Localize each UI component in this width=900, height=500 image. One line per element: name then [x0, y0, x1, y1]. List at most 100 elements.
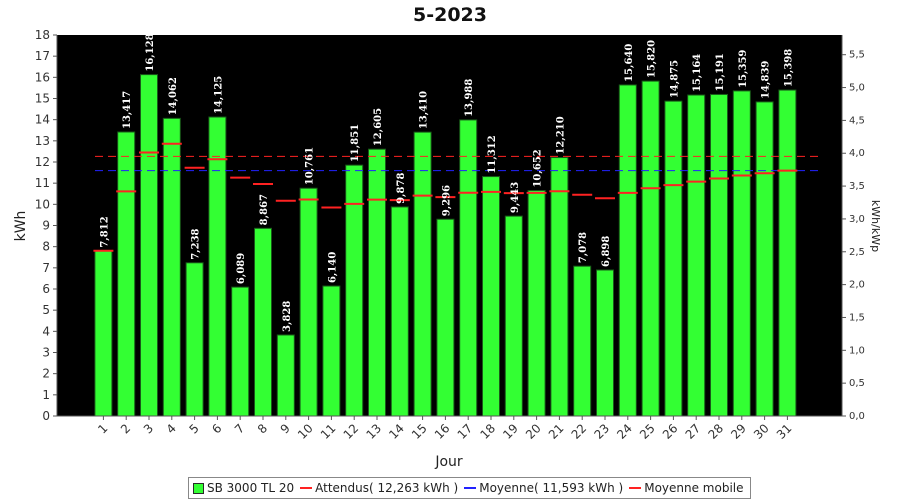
data-label: 13,988	[464, 79, 475, 117]
data-label: 10,652	[533, 149, 544, 187]
bar	[299, 187, 318, 417]
legend-label: SB 3000 TL 20	[207, 481, 295, 495]
bar	[550, 157, 569, 417]
y-tick-label: 1	[42, 388, 50, 402]
bar	[459, 119, 478, 417]
y-tick-label: 16	[35, 70, 50, 84]
data-label: 11,851	[350, 124, 361, 162]
x-tick-label: 17	[455, 421, 476, 442]
x-tick-label: 12	[341, 421, 362, 442]
bar	[710, 93, 728, 417]
y2-tick-label: 2,0	[849, 280, 865, 291]
data-label: 7,812	[99, 216, 110, 247]
x-axis-label: Jour	[434, 454, 463, 470]
data-label: 9,878	[396, 173, 407, 204]
x-tick-label: 6	[209, 421, 224, 436]
x-tick-label: 13	[363, 421, 384, 442]
data-label: 13,417	[122, 91, 133, 129]
bar	[390, 206, 409, 417]
legend-swatch-average	[464, 487, 477, 489]
bar	[345, 164, 364, 417]
data-label: 14,839	[761, 61, 772, 99]
y-tick-label: 9	[42, 219, 50, 233]
x-tick-label: 3	[141, 421, 156, 436]
bar	[596, 269, 614, 417]
x-tick-label: 15	[409, 421, 430, 442]
y2-tick-label: 4,0	[849, 148, 865, 159]
data-label: 14,062	[168, 77, 179, 115]
x-tick-label: 20	[523, 421, 544, 442]
bar	[276, 334, 295, 417]
data-label: 15,398	[783, 49, 794, 87]
y-tick-label: 7	[42, 261, 50, 275]
data-label: 6,140	[327, 252, 338, 283]
data-label: 15,640	[624, 44, 635, 82]
y2-tick-label: 0,5	[849, 378, 865, 389]
y-tick-label: 8	[42, 240, 50, 254]
y2-tick-label: 3,5	[849, 181, 865, 192]
lines-layer	[93, 142, 822, 252]
x-tick-label: 1	[95, 421, 110, 436]
x-tick-label: 23	[591, 421, 612, 442]
y-tick-label: 17	[35, 49, 50, 63]
bar	[140, 74, 158, 417]
bar	[185, 262, 204, 417]
legend-item-moving-average: Moyenne mobile	[629, 481, 744, 495]
y-tick-label: 18	[35, 28, 50, 42]
data-label: 13,410	[419, 91, 430, 129]
bar	[231, 286, 250, 417]
x-tick-label: 5	[186, 421, 201, 436]
bar	[436, 218, 455, 417]
y-tick-label: 14	[35, 113, 50, 127]
legend-label: Moyenne( 11,593 kWh )	[479, 481, 624, 495]
data-label: 9,296	[441, 185, 452, 216]
y2-axis-label: kWh/kWp	[869, 200, 882, 252]
x-tick-label: 14	[386, 421, 407, 442]
data-label: 9,443	[510, 182, 521, 213]
bar	[573, 265, 592, 417]
bar	[254, 227, 272, 417]
bar	[368, 148, 386, 417]
bar	[687, 94, 706, 417]
data-label: 7,078	[578, 232, 589, 263]
y2-tick-label: 2,5	[849, 247, 865, 258]
y-tick-label: 15	[35, 92, 50, 106]
y2-tick-label: 5,5	[849, 50, 865, 61]
x-tick-label: 7	[232, 421, 247, 436]
x-tick-label: 9	[278, 421, 293, 436]
x-tick-label: 2	[118, 421, 133, 436]
x-tick-label: 24	[614, 421, 635, 442]
data-label: 6,089	[236, 253, 247, 284]
y-tick-label: 10	[35, 197, 50, 211]
data-label: 3,828	[282, 301, 293, 332]
legend-item-average: Moyenne( 11,593 kWh )	[464, 481, 623, 495]
legend-swatch-production	[193, 482, 204, 494]
legend-item-production: SB 3000 TL 20	[193, 481, 294, 495]
data-label: 11,312	[487, 135, 498, 173]
bar	[527, 190, 546, 417]
legend-swatch-moving-average	[629, 487, 642, 489]
data-label: 14,875	[669, 60, 680, 98]
x-tick-label: 21	[546, 421, 567, 442]
legend-label: Attendus( 12,263 kWh )	[315, 481, 459, 495]
bar	[94, 250, 113, 417]
data-label: 12,605	[373, 108, 384, 146]
x-tick-label: 11	[318, 421, 339, 442]
legend-swatch-expected	[300, 487, 313, 489]
bar	[322, 285, 341, 417]
data-label: 15,191	[715, 53, 726, 91]
x-tick-label: 10	[295, 421, 316, 442]
axes-layer: 01234567891011121314151617180,00,51,01,5…	[35, 28, 865, 442]
x-tick-label: 27	[683, 421, 704, 442]
y2-tick-label: 1,5	[849, 312, 865, 323]
bar	[664, 100, 683, 417]
y2-tick-label: 3,0	[849, 214, 865, 225]
data-label: 15,164	[692, 54, 703, 92]
data-label: 15,359	[738, 50, 749, 88]
labels-layer: 7,812 13,417 16,128 14,062 7,238 14,125 6,089 8…	[99, 33, 794, 332]
legend: SB 3000 TL 20 Attendus( 12,263 kWh ) Moy…	[188, 477, 751, 499]
bars-layer	[94, 74, 797, 417]
bar	[413, 131, 432, 417]
data-label: 7,238	[191, 228, 202, 259]
y2-tick-label: 0,0	[849, 411, 865, 422]
